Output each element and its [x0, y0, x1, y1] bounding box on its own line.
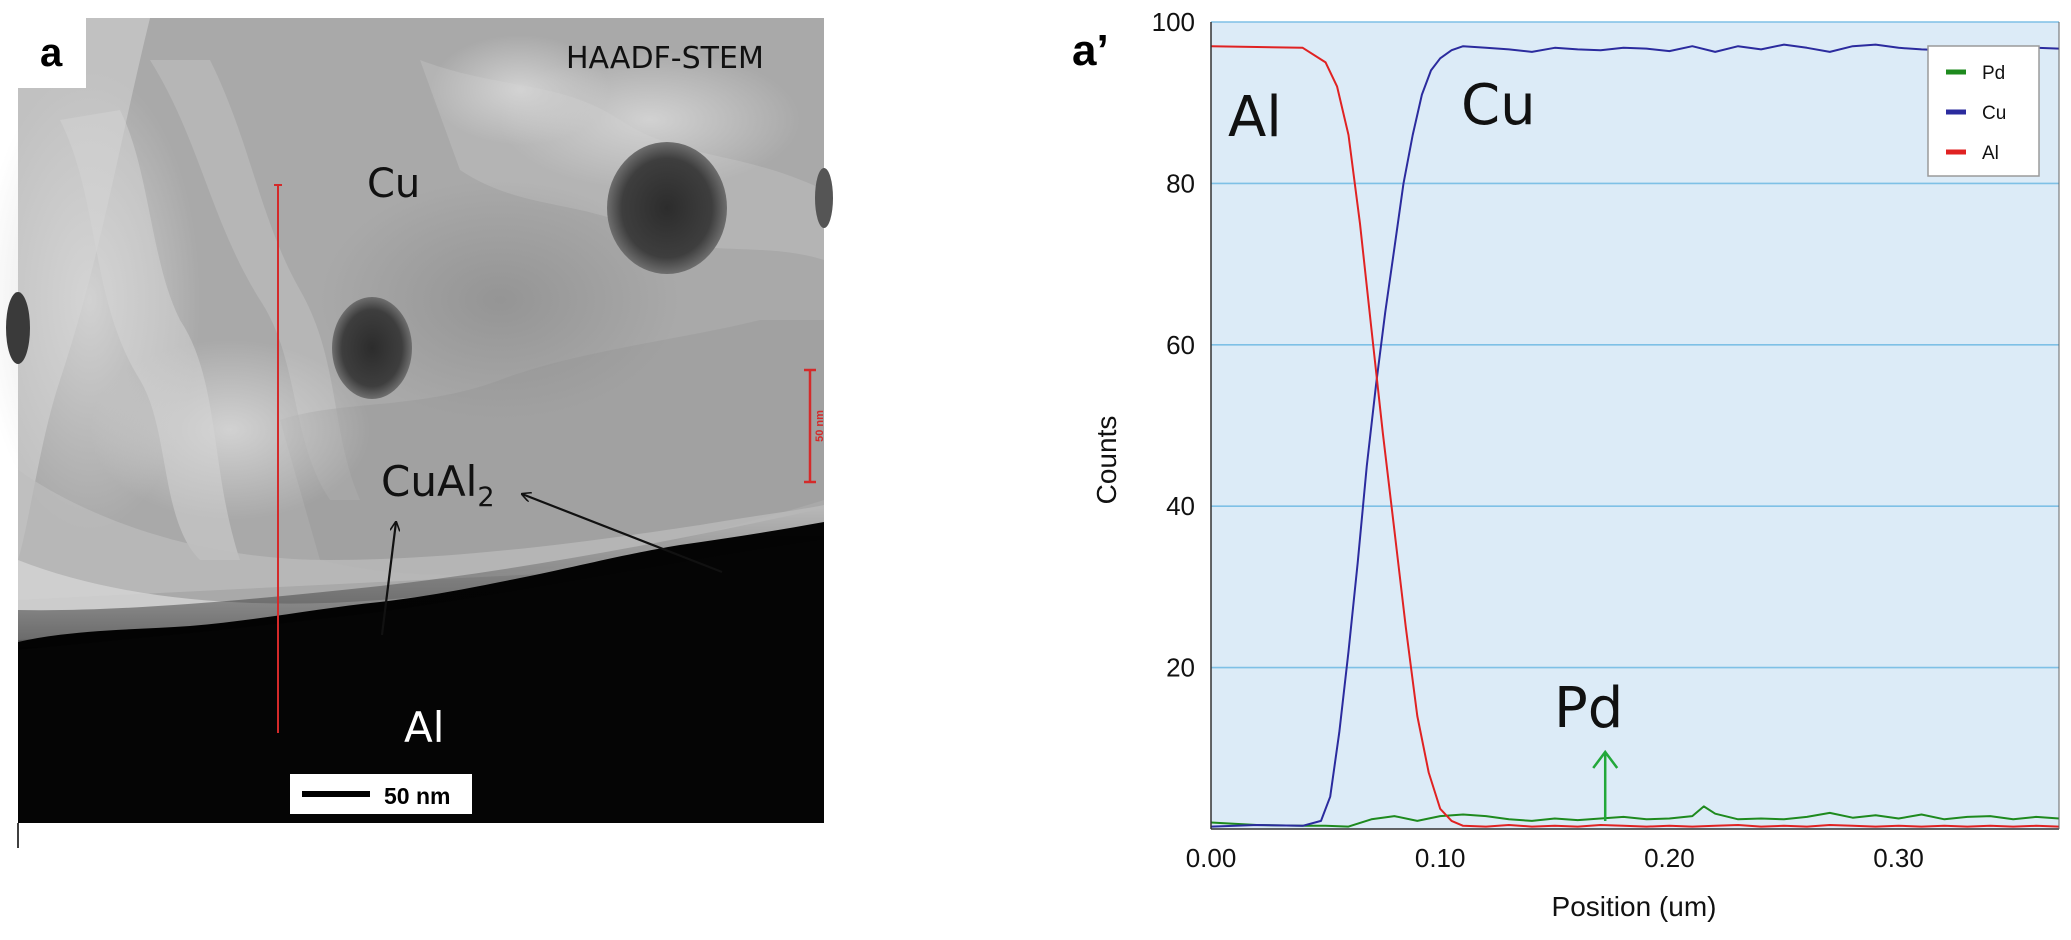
x-axis-label: Position (um): [1552, 891, 1717, 922]
x-tick-label: 0.30: [1873, 843, 1924, 873]
legend-label-al: Al: [1982, 143, 1999, 164]
mode-label: HAADF-STEM: [566, 41, 764, 76]
pd-arrow-head: [1592, 749, 1619, 769]
panel-b-label: a’: [1072, 26, 1109, 75]
arrow-cual2-lower: [380, 522, 396, 636]
y-tick-label: 20: [1166, 653, 1195, 683]
panel-a-label: a: [40, 31, 63, 75]
x-tick-labels: 0.00 0.10 0.20 0.30: [1186, 843, 1924, 873]
annotation-al: Al: [1228, 85, 1282, 150]
phase-label-cual2: CuAl2: [381, 457, 495, 513]
al-substrate: [18, 522, 824, 823]
x-tick-label: 0.00: [1186, 843, 1237, 873]
pore-edge-right: [815, 168, 833, 228]
x-tick-label: 0.10: [1415, 843, 1466, 873]
linescan-bar-label: 50 nm: [814, 410, 826, 442]
y-tick-label: 80: [1166, 168, 1195, 198]
panel-a-label-box: [18, 18, 86, 88]
phase-label-cual2-subscript: 2: [477, 482, 494, 513]
legend: Pd Cu Al: [1927, 45, 2040, 177]
legend-label-pd: Pd: [1982, 63, 2005, 84]
pore-edge-left: [6, 292, 30, 364]
y-tick-labels: 20 40 60 80 100: [1152, 7, 1195, 683]
y-tick-label: 60: [1166, 330, 1195, 360]
series-line-pd: [1210, 805, 2060, 828]
gridlines: [1211, 21, 2059, 669]
pore-small: [332, 297, 412, 399]
y-tick-label: 40: [1166, 491, 1195, 521]
annotation-pd: Pd: [1554, 676, 1623, 741]
series-line-al: [1210, 45, 2060, 828]
x-tick-label: 0.20: [1644, 843, 1695, 873]
legend-label-cu: Cu: [1982, 103, 2006, 124]
legend-items: Pd Cu Al: [1946, 63, 2006, 164]
phase-label-cual2-base: CuAl: [381, 457, 477, 506]
series-line-cu: [1210, 43, 2060, 828]
y-tick-label: 100: [1152, 7, 1195, 37]
y-axis-label: Counts: [1091, 416, 1122, 505]
scale-bar-label: 50 nm: [384, 783, 450, 809]
phase-label-al: Al: [404, 703, 444, 752]
phase-label-cu: Cu: [367, 161, 420, 207]
annotation-cu: Cu: [1461, 73, 1536, 138]
plot-area: [1211, 22, 2059, 829]
interface-shadow: [18, 508, 824, 650]
pore-large: [607, 142, 727, 274]
series-lines: [1210, 43, 2060, 828]
micrograph-panel: 50 nm a HAADF-STEM Cu CuAl2 Al 50 nm: [0, 18, 833, 848]
arrow-cual2-upper: [522, 494, 723, 574]
chart-panel: a’ 20 40 60 80 100 0.00 0.10 0.20 0.30 Counts P…: [1072, 7, 2060, 922]
